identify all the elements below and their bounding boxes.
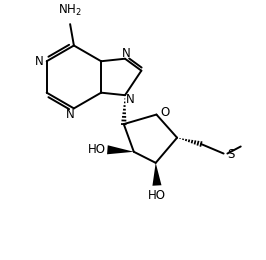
Text: S: S [227,148,234,161]
Text: N: N [122,47,131,60]
Text: N: N [35,55,44,68]
Text: HO: HO [88,143,106,156]
Text: O: O [160,106,169,119]
Polygon shape [107,145,134,154]
Text: HO: HO [148,188,166,202]
Text: N: N [66,108,74,121]
Text: N: N [126,93,135,106]
Text: NH$_2$: NH$_2$ [58,3,82,18]
Polygon shape [152,163,161,186]
